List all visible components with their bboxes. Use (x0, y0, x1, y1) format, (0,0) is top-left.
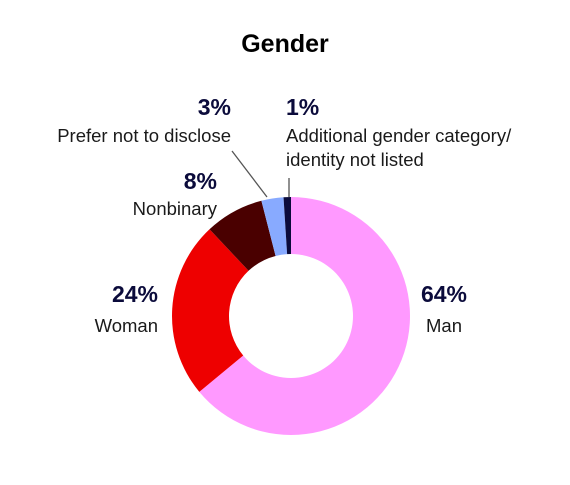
value-label-nonbinary: 8% (184, 168, 217, 194)
slice-prefer-not-to-disclose (261, 197, 288, 256)
value-label-man: 64% (421, 281, 467, 307)
value-label-additional-gender-category-identity-not-listed: 1% (286, 94, 319, 120)
category-label-additional-gender-category-identity-not-listed-line2: identity not listed (286, 149, 424, 170)
leader-line-prefer-not-to-disclose (231, 150, 268, 198)
value-label-prefer-not-to-disclose: 3% (198, 94, 231, 120)
value-label-woman: 24% (112, 281, 158, 307)
category-label-nonbinary: Nonbinary (133, 198, 218, 219)
category-label-man: Man (426, 315, 462, 336)
category-label-prefer-not-to-disclose: Prefer not to disclose (57, 125, 231, 146)
category-label-additional-gender-category-identity-not-listed: Additional gender category/ (286, 125, 512, 146)
slice-additional-gender-category-identity-not-listed (283, 197, 291, 255)
slice-man (199, 197, 411, 436)
chart-title: Gender (241, 30, 329, 58)
category-label-woman: Woman (95, 315, 158, 336)
slice-nonbinary (209, 200, 276, 271)
slice-woman (172, 229, 249, 392)
